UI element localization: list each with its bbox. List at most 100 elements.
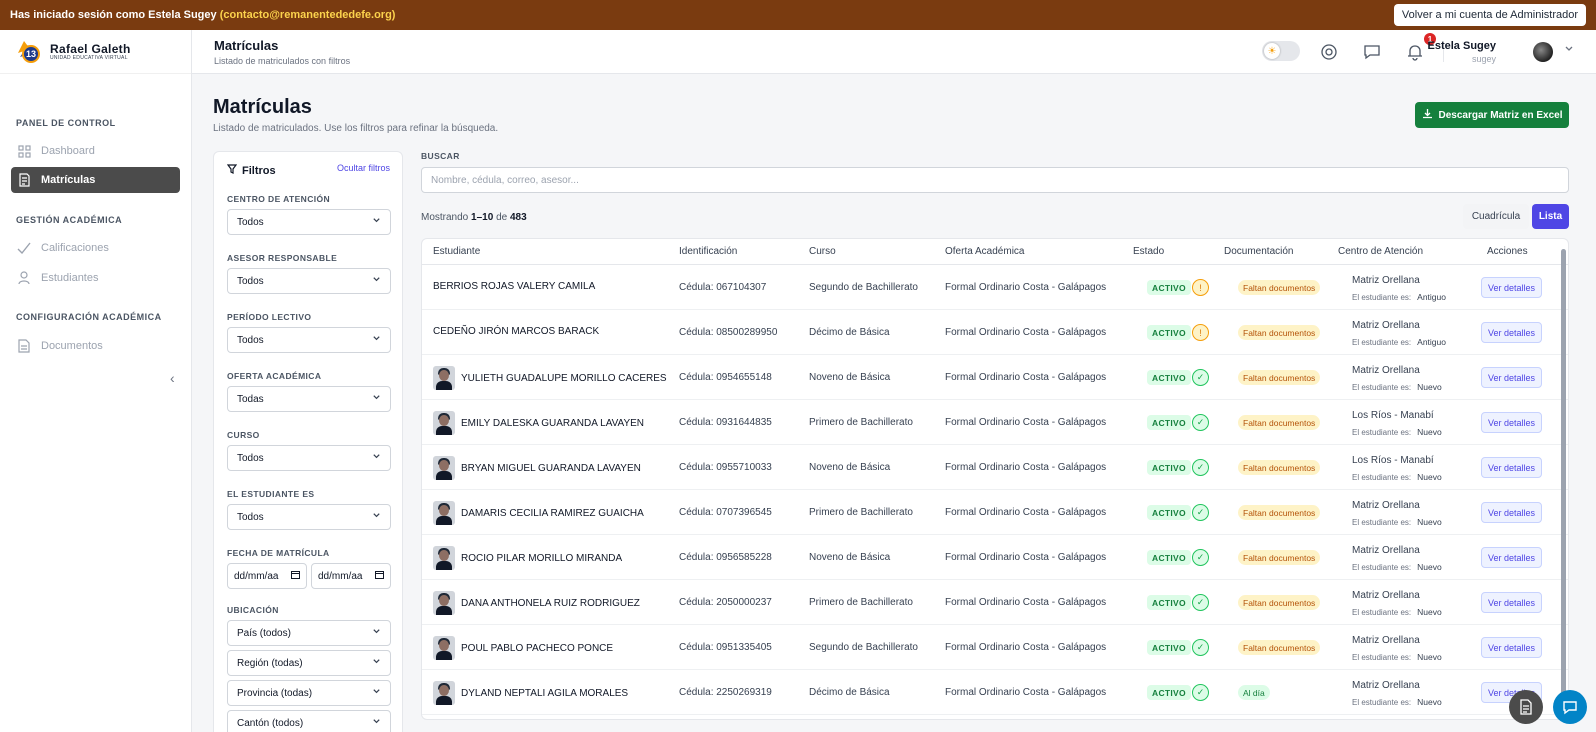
view-grid-button[interactable]: Cuadrícula: [1463, 204, 1529, 229]
center-name: Matriz Orellana: [1352, 275, 1420, 286]
chevron-down-icon: [372, 216, 381, 228]
student-course: Décimo de Básica: [809, 327, 890, 338]
sidebar: 13 Rafael Galeth UNIDAD EDUCATIVA VIRTUA…: [0, 30, 192, 732]
date-from-input[interactable]: dd/mm/aa: [227, 563, 307, 589]
table-row[interactable]: CEDEÑO JIRÓN MARCOS BARACK Cédula: 085002…: [422, 310, 1568, 355]
sidebar-item-calificaciones[interactable]: Calificaciones: [11, 235, 180, 261]
filter-label-asesor: ASESOR RESPONSABLE: [227, 253, 338, 263]
student-cell: CEDEÑO JIRÓN MARCOS BARACK: [433, 326, 599, 337]
settings-icon[interactable]: [1320, 43, 1338, 61]
pais-select[interactable]: País (todos): [227, 620, 391, 646]
brand[interactable]: 13 Rafael Galeth UNIDAD EDUCATIVA VIRTUA…: [0, 30, 191, 74]
topbar-subtitle: Listado de matriculados con filtros: [214, 56, 351, 66]
notifications-icon[interactable]: [1406, 43, 1424, 61]
sidebar-item-matriculas[interactable]: Matrículas: [11, 167, 180, 193]
document-fab-icon[interactable]: [1509, 690, 1543, 724]
table-row[interactable]: DAMARIS CECILIA RAMIREZ GUAICHA Cédula: 0…: [422, 490, 1568, 535]
chat-icon[interactable]: [1363, 43, 1381, 61]
student-cell: DAMARIS CECILIA RAMIREZ GUAICHA: [433, 501, 644, 525]
table-row[interactable]: DYLAND NEPTALI AGILA MORALES Cédula: 2250…: [422, 670, 1568, 715]
impersonation-message: Has iniciado sesión como Estela Sugey (c…: [10, 9, 396, 21]
check-circle-icon: ✓: [1192, 504, 1209, 521]
table-row[interactable]: DANA ANTHONELA RUIZ RODRIGUEZ Cédula: 205…: [422, 580, 1568, 625]
chevron-down-icon: [372, 511, 381, 523]
view-details-button[interactable]: Ver detalles: [1481, 502, 1542, 523]
user-name[interactable]: Estela Sugey: [1427, 40, 1496, 52]
view-details-button[interactable]: Ver detalles: [1481, 322, 1542, 343]
search-label: BUSCAR: [421, 151, 460, 161]
sidebar-item-label: Documentos: [41, 340, 103, 352]
sidebar-item-estudiantes[interactable]: Estudiantes: [11, 265, 180, 291]
student-name: DYLAND NEPTALI AGILA MORALES: [461, 687, 629, 699]
download-excel-button[interactable]: Descargar Matriz en Excel: [1415, 102, 1569, 128]
status-badge: ACTIVO: [1147, 280, 1191, 295]
view-details-button[interactable]: Ver detalles: [1481, 592, 1542, 613]
table-row[interactable]: ROCIO PILAR MORILLO MIRANDA Cédula: 09565…: [422, 535, 1568, 580]
student-course: Primero de Bachillerato: [809, 417, 913, 428]
view-details-button[interactable]: Ver detalles: [1481, 637, 1542, 658]
region-select[interactable]: Región (todas): [227, 650, 391, 676]
estudiante-es-select[interactable]: Todos: [227, 504, 391, 530]
view-details-button[interactable]: Ver detalles: [1481, 412, 1542, 433]
centro-select[interactable]: Todos: [227, 209, 391, 235]
enrollments-table: Estudiante Identificación Curso Oferta A…: [421, 238, 1569, 720]
canton-select[interactable]: Cantón (todos): [227, 710, 391, 732]
oferta-select[interactable]: Todas: [227, 386, 391, 412]
table-scrollbar[interactable]: [1561, 249, 1566, 709]
student-photo: [433, 591, 455, 615]
hide-filters-link[interactable]: Ocultar filtros: [336, 163, 390, 173]
view-details-button[interactable]: Ver detalles: [1481, 277, 1542, 298]
back-to-admin-button[interactable]: Volver a mi cuenta de Administrador: [1393, 4, 1586, 26]
periodo-select[interactable]: Todos: [227, 327, 391, 353]
chevron-down-icon[interactable]: [1564, 44, 1574, 57]
check-circle-icon: ✓: [1192, 414, 1209, 431]
date-to-input[interactable]: dd/mm/aa: [311, 563, 391, 589]
center-name: Matriz Orellana: [1352, 590, 1420, 601]
table-row[interactable]: BRYAN MIGUEL GUARANDA LAVAYEN Cédula: 095…: [422, 445, 1568, 490]
chat-fab-icon[interactable]: [1553, 690, 1587, 724]
filters-panel: Filtros Ocultar filtros CENTRO DE ATENCI…: [213, 151, 403, 732]
student-name: DANA ANTHONELA RUIZ RODRIGUEZ: [461, 597, 640, 609]
notification-badge: 1: [1424, 33, 1436, 45]
column-header-docs: Documentación: [1224, 246, 1294, 257]
table-row[interactable]: BERRIOS ROJAS VALERY CAMILA Cédula: 06710…: [422, 265, 1568, 310]
table-row[interactable]: POUL PABLO PACHECO PONCE Cédula: 09513354…: [422, 625, 1568, 670]
center-name: Matriz Orellana: [1352, 500, 1420, 511]
view-details-button[interactable]: Ver detalles: [1481, 457, 1542, 478]
theme-toggle[interactable]: ☀: [1262, 41, 1300, 61]
student-offer: Formal Ordinario Costa - Galápagos: [945, 417, 1107, 428]
status-badge: ACTIVO: [1147, 325, 1191, 340]
check-circle-icon: ✓: [1192, 639, 1209, 656]
view-list-button[interactable]: Lista: [1532, 204, 1569, 229]
asesor-select[interactable]: Todos: [227, 268, 391, 294]
documentation-badge: Faltan documentos: [1238, 640, 1321, 655]
sidebar-item-documentos[interactable]: Documentos: [11, 333, 180, 359]
filter-label-estudiante-es: EL ESTUDIANTE ES: [227, 489, 315, 499]
student-photo: [433, 681, 455, 705]
student-course: Noveno de Básica: [809, 462, 891, 473]
chevron-down-icon: [372, 275, 381, 287]
provincia-select[interactable]: Provincia (todas): [227, 680, 391, 706]
student-type: El estudiante es: Nuevo: [1352, 472, 1442, 482]
documentation-badge: Al día: [1238, 685, 1270, 700]
table-row[interactable]: YULIETH GUADALUPE MORILLO CACERES Cédula:…: [422, 355, 1568, 400]
page-subtitle: Listado de matriculados. Use los filtros…: [213, 123, 499, 134]
table-row[interactable]: EMILY DALESKA GUARANDA LAVAYEN Cédula: 09…: [422, 400, 1568, 445]
collapse-sidebar-icon[interactable]: ‹: [170, 370, 175, 386]
student-name: EMILY DALESKA GUARANDA LAVAYEN: [461, 417, 645, 429]
view-details-button[interactable]: Ver detalles: [1481, 547, 1542, 568]
student-cell: YULIETH GUADALUPE MORILLO CACERES: [433, 366, 667, 390]
status-badge: ACTIVO: [1147, 640, 1191, 655]
chevron-down-icon: [372, 717, 381, 729]
avatar[interactable]: [1533, 42, 1553, 62]
sidebar-item-dashboard[interactable]: Dashboard: [11, 138, 180, 164]
center-name: Matriz Orellana: [1352, 320, 1420, 331]
sidebar-item-label: Estudiantes: [41, 272, 99, 284]
student-offer: Formal Ordinario Costa - Galápagos: [945, 282, 1107, 293]
calendar-icon: [375, 570, 384, 582]
student-cell: EMILY DALESKA GUARANDA LAVAYEN: [433, 411, 644, 435]
search-input[interactable]: Nombre, cédula, correo, asesor...: [421, 167, 1569, 193]
warning-icon: !: [1192, 324, 1209, 341]
curso-select[interactable]: Todos: [227, 445, 391, 471]
view-details-button[interactable]: Ver detalles: [1481, 367, 1542, 388]
